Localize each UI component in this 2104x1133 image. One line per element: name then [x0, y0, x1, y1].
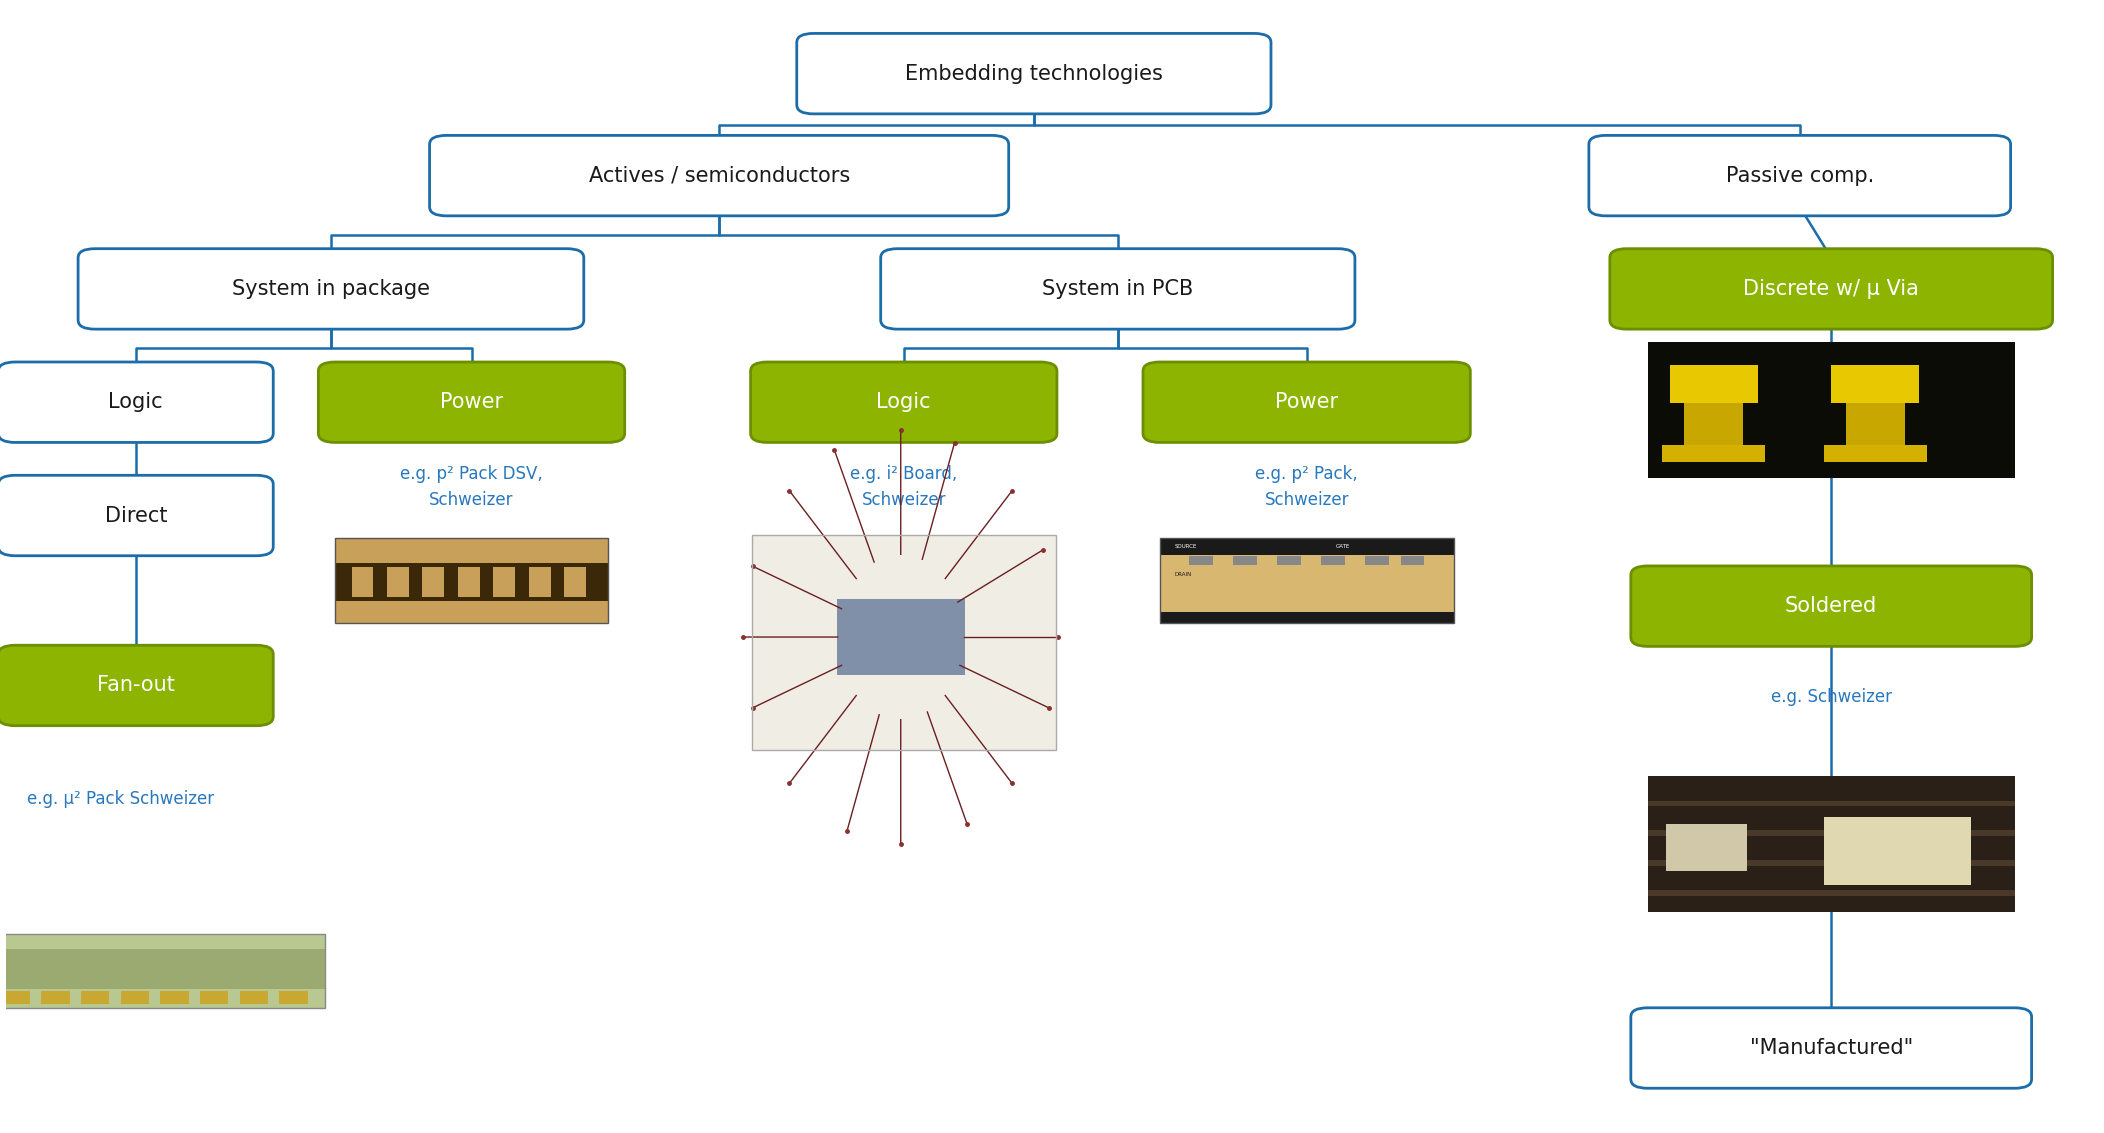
FancyBboxPatch shape	[429, 135, 1008, 215]
Text: Soldered: Soldered	[1784, 596, 1877, 616]
Bar	[0, 934, 324, 1008]
Bar	[751, 535, 1056, 750]
Text: System in PCB: System in PCB	[1041, 279, 1193, 299]
FancyBboxPatch shape	[797, 33, 1271, 113]
Bar	[2, 991, 29, 1004]
Bar	[0, 949, 324, 989]
Bar	[423, 568, 444, 597]
Bar	[528, 568, 551, 597]
Bar	[335, 563, 608, 602]
Bar	[1321, 556, 1344, 564]
Text: e.g. p² Pack DSV,
Schweizer: e.g. p² Pack DSV, Schweizer	[400, 465, 543, 510]
Text: "Manufactured": "Manufactured"	[1751, 1038, 1913, 1058]
Bar	[1647, 801, 2016, 806]
Bar	[1830, 365, 1919, 403]
Bar	[1233, 556, 1256, 564]
Text: e.g. i² Board,
Schweizer: e.g. i² Board, Schweizer	[850, 465, 957, 510]
Bar	[160, 991, 189, 1004]
Text: Actives / semiconductors: Actives / semiconductors	[589, 165, 850, 186]
FancyBboxPatch shape	[751, 361, 1056, 442]
Text: e.g. p² Pack,
Schweizer: e.g. p² Pack, Schweizer	[1256, 465, 1357, 510]
Bar	[1189, 556, 1212, 564]
Bar	[335, 607, 608, 623]
Bar	[1647, 830, 2016, 836]
Text: Logic: Logic	[877, 392, 932, 412]
FancyBboxPatch shape	[0, 645, 274, 726]
Text: Embedding technologies: Embedding technologies	[905, 63, 1164, 84]
Text: Direct: Direct	[105, 505, 166, 526]
Bar	[1277, 556, 1300, 564]
Bar	[1671, 365, 1757, 403]
Bar	[1845, 403, 1904, 451]
FancyBboxPatch shape	[882, 249, 1355, 329]
Text: Passive comp.: Passive comp.	[1725, 165, 1875, 186]
Text: e.g. Schweizer: e.g. Schweizer	[1772, 688, 1891, 706]
Bar	[1647, 860, 2016, 866]
Text: Logic: Logic	[109, 392, 164, 412]
Bar	[387, 568, 408, 597]
FancyBboxPatch shape	[1610, 249, 2054, 329]
Bar	[42, 991, 69, 1004]
Text: Power: Power	[1275, 392, 1338, 412]
FancyBboxPatch shape	[1631, 1008, 2032, 1088]
Text: Fan-out: Fan-out	[97, 675, 175, 696]
Bar	[1159, 538, 1454, 623]
Bar	[1647, 776, 2016, 912]
FancyBboxPatch shape	[0, 476, 274, 555]
Bar	[351, 568, 372, 597]
Bar	[280, 991, 307, 1004]
FancyBboxPatch shape	[1142, 361, 1471, 442]
FancyBboxPatch shape	[78, 249, 583, 329]
Bar	[1662, 445, 1765, 462]
Bar	[1159, 539, 1454, 555]
Bar	[240, 991, 267, 1004]
Bar	[492, 568, 515, 597]
Bar	[120, 991, 149, 1004]
Text: Power: Power	[440, 392, 503, 412]
Bar	[1824, 817, 1971, 885]
Bar	[1159, 612, 1454, 623]
Bar	[1824, 445, 1927, 462]
Text: SOURCE: SOURCE	[1174, 544, 1197, 548]
FancyBboxPatch shape	[1631, 566, 2032, 646]
Bar	[82, 991, 109, 1004]
Bar	[564, 568, 587, 597]
Text: System in package: System in package	[231, 279, 429, 299]
Bar	[1666, 824, 1746, 871]
Bar	[1647, 891, 2016, 896]
Text: Discrete w/ μ Via: Discrete w/ μ Via	[1744, 279, 1919, 299]
Bar	[1647, 342, 2016, 478]
FancyBboxPatch shape	[0, 361, 274, 442]
Bar	[200, 991, 229, 1004]
Text: e.g. μ² Pack Schweizer: e.g. μ² Pack Schweizer	[27, 790, 215, 808]
Text: DRAIN: DRAIN	[1174, 572, 1191, 577]
Bar	[335, 538, 608, 623]
Bar	[459, 568, 480, 597]
Bar	[1365, 556, 1389, 564]
FancyBboxPatch shape	[318, 361, 625, 442]
Bar	[1401, 556, 1424, 564]
Text: GATE: GATE	[1336, 544, 1351, 548]
Bar	[837, 599, 964, 674]
Bar	[1685, 403, 1742, 451]
FancyBboxPatch shape	[1589, 135, 2011, 215]
